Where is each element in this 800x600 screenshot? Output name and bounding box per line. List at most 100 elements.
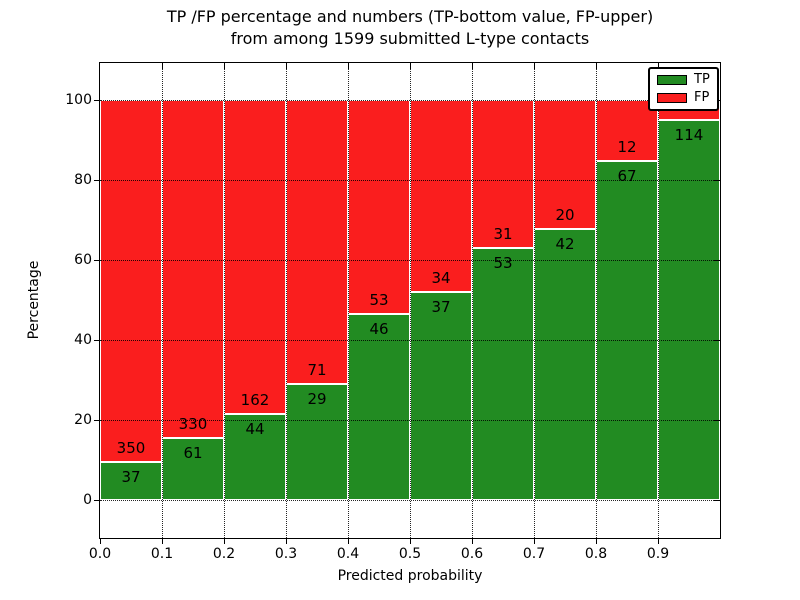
legend: TP FP bbox=[648, 67, 719, 111]
gridline-vertical bbox=[224, 63, 225, 538]
x-tick-mark-top bbox=[286, 63, 287, 69]
x-tick-label: 0.2 bbox=[212, 546, 236, 562]
fp-bar-segment bbox=[162, 100, 224, 438]
y-tick-label: 100 bbox=[65, 92, 92, 108]
fp-count-label: 350 bbox=[116, 438, 146, 457]
gridline-vertical bbox=[286, 63, 287, 538]
fp-bar-segment bbox=[410, 100, 472, 292]
gridline-vertical bbox=[658, 63, 659, 538]
x-tick-label: 0.6 bbox=[460, 546, 484, 562]
x-tick-label: 0.4 bbox=[336, 546, 360, 562]
fp-bar-segment bbox=[100, 100, 162, 462]
x-tick-mark-top bbox=[410, 63, 411, 69]
y-tick-mark bbox=[94, 100, 100, 101]
tp-bar-segment bbox=[286, 384, 348, 500]
x-tick-mark-top bbox=[348, 63, 349, 69]
gridline-vertical bbox=[410, 63, 411, 538]
fp-count-label: 34 bbox=[431, 268, 451, 287]
gridline-vertical bbox=[348, 63, 349, 538]
x-tick-mark-top bbox=[224, 63, 225, 69]
tp-bar-segment bbox=[472, 247, 534, 500]
chart-title-line1: TP /FP percentage and numbers (TP-bottom… bbox=[166, 7, 654, 26]
x-tick-mark-top bbox=[596, 63, 597, 69]
y-tick-label: 80 bbox=[74, 172, 92, 188]
tp-bar-segment bbox=[596, 160, 658, 500]
y-tick-mark-right bbox=[714, 420, 720, 421]
tp-count-label: 42 bbox=[555, 235, 575, 254]
y-axis-label: Percentage bbox=[26, 260, 42, 340]
y-tick-mark bbox=[94, 260, 100, 261]
tp-bar-segment bbox=[534, 229, 596, 500]
fp-count-label: 71 bbox=[307, 361, 327, 379]
fp-count-label: 20 bbox=[555, 206, 575, 225]
y-tick-mark bbox=[94, 500, 100, 501]
y-tick-mark-right bbox=[714, 340, 720, 341]
fp-count-label: 12 bbox=[617, 137, 637, 156]
fp-bar-segment bbox=[534, 100, 596, 230]
fp-count-label: 330 bbox=[178, 414, 208, 433]
legend-label: FP bbox=[694, 90, 710, 105]
x-tick-mark bbox=[162, 538, 163, 544]
x-tick-mark-top bbox=[658, 63, 659, 69]
tp-bar-segment bbox=[348, 314, 410, 500]
x-tick-mark bbox=[286, 538, 287, 544]
fp-count-label: 53 bbox=[369, 291, 389, 309]
x-tick-label: 0.8 bbox=[584, 546, 608, 562]
chart-title-line2: from among 1599 submitted L-type contact… bbox=[230, 29, 590, 48]
fp-bar-segment bbox=[348, 100, 410, 314]
y-tick-label: 60 bbox=[74, 252, 92, 268]
tp-count-label: 46 bbox=[369, 320, 389, 338]
fp-legend-swatch bbox=[657, 93, 687, 103]
y-tick-label: 0 bbox=[83, 492, 92, 508]
fp-count-label: 162 bbox=[240, 391, 270, 410]
x-tick-mark bbox=[596, 538, 597, 544]
fp-bar-segment bbox=[286, 100, 348, 384]
tp-legend-swatch bbox=[657, 75, 687, 85]
fp-count-label: 31 bbox=[493, 224, 513, 243]
x-tick-label: 0.3 bbox=[274, 546, 298, 562]
tp-count-label: 114 bbox=[674, 126, 704, 144]
legend-entry: FP bbox=[657, 91, 710, 105]
tp-count-label: 44 bbox=[245, 420, 265, 439]
tp-count-label: 67 bbox=[617, 166, 637, 185]
x-axis-label: Predicted probability bbox=[337, 568, 483, 584]
legend-label: TP bbox=[694, 72, 710, 87]
y-tick-label: 40 bbox=[74, 332, 92, 348]
tp-count-label: 37 bbox=[121, 467, 141, 486]
x-tick-mark bbox=[472, 538, 473, 544]
x-tick-mark-top bbox=[472, 63, 473, 69]
x-tick-mark bbox=[534, 538, 535, 544]
x-tick-label: 0.1 bbox=[150, 546, 174, 562]
x-tick-mark-top bbox=[534, 63, 535, 69]
y-tick-mark bbox=[94, 340, 100, 341]
gridline-vertical bbox=[596, 63, 597, 538]
fp-bar-segment bbox=[224, 100, 286, 415]
y-tick-mark-right bbox=[714, 500, 720, 501]
x-tick-mark bbox=[224, 538, 225, 544]
tp-bar-segment bbox=[100, 461, 162, 500]
y-tick-mark bbox=[94, 420, 100, 421]
tp-count-label: 29 bbox=[307, 390, 327, 408]
gridline-vertical bbox=[472, 63, 473, 538]
tp-count-label: 61 bbox=[183, 443, 203, 462]
tp-bar-segment bbox=[658, 120, 720, 500]
y-tick-label: 20 bbox=[74, 412, 92, 428]
y-tick-mark-right bbox=[714, 180, 720, 181]
x-tick-label: 0.0 bbox=[88, 546, 112, 562]
x-tick-mark bbox=[100, 538, 101, 544]
y-tick-mark bbox=[94, 180, 100, 181]
x-tick-label: 0.7 bbox=[522, 546, 546, 562]
tp-bar-segment bbox=[162, 437, 224, 500]
x-tick-label: 0.9 bbox=[646, 546, 670, 562]
tp-bar-segment bbox=[410, 291, 472, 500]
y-tick-mark-right bbox=[714, 260, 720, 261]
tp-count-label: 37 bbox=[431, 297, 451, 316]
x-tick-mark bbox=[658, 538, 659, 544]
x-tick-mark-top bbox=[162, 63, 163, 69]
x-tick-mark bbox=[410, 538, 411, 544]
legend-entry: TP bbox=[657, 73, 710, 87]
fp-bar-segment bbox=[472, 100, 534, 248]
x-tick-mark bbox=[348, 538, 349, 544]
gridline-vertical bbox=[162, 63, 163, 538]
